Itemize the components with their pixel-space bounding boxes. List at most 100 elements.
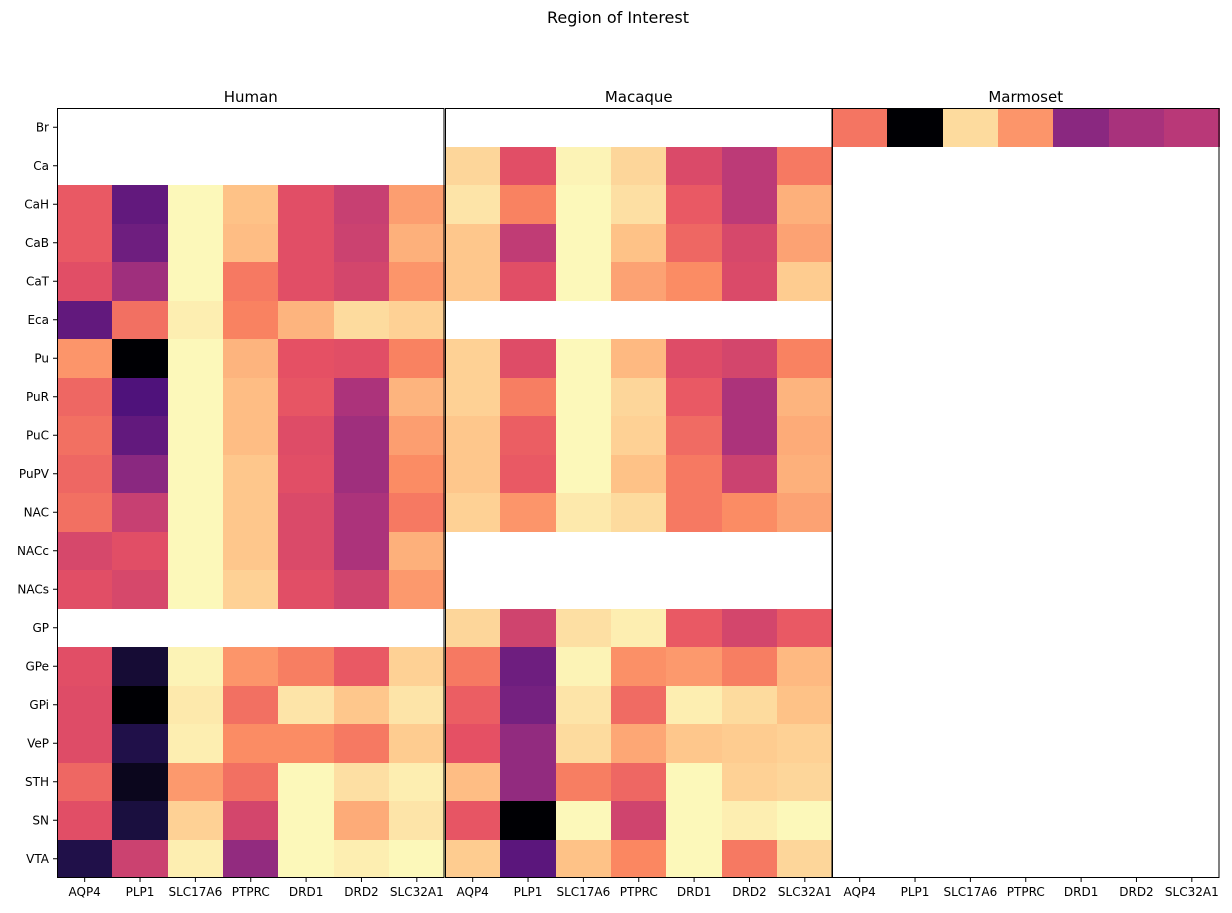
- cell-CaH-PTPRC: [611, 185, 666, 224]
- cell-VTA-PTPRC: [611, 840, 666, 878]
- cell-SN-DRD1: [278, 801, 334, 840]
- cell-CaB-AQP4: [57, 224, 112, 262]
- cell-Ca-PTPRC: [611, 147, 666, 185]
- cell-VTA-DRD1: [666, 840, 722, 878]
- cell-PuR-PLP1: [112, 378, 168, 416]
- cell-Eca-SLC32A1: [389, 301, 445, 339]
- cell-CaH-AQP4: [57, 185, 112, 224]
- cell-SN-AQP4: [445, 801, 500, 840]
- cell-GPi-AQP4: [445, 686, 500, 724]
- cell-PuR-DRD1: [278, 378, 334, 416]
- cell-PuC-DRD1: [278, 416, 334, 455]
- cell-CaB-AQP4: [445, 224, 500, 262]
- cell-GPi-PTPRC: [611, 686, 666, 724]
- cell-PuPV-PTPRC: [611, 455, 666, 493]
- cell-PuPV-DRD1: [666, 455, 722, 493]
- cell-CaT-PLP1: [112, 262, 168, 301]
- cell-NAC-PTPRC: [223, 493, 278, 532]
- cell-NACc-PLP1: [112, 532, 168, 570]
- cell-SN-SLC17A6: [556, 801, 611, 840]
- cell-PuR-PTPRC: [223, 378, 278, 416]
- cell-Pu-PTPRC: [223, 339, 278, 378]
- cell-NACs-SLC17A6: [168, 570, 223, 609]
- cell-CaT-DRD1: [666, 262, 722, 301]
- x-tick-label: SLC32A1: [1165, 885, 1219, 899]
- y-tick-label: PuPV: [19, 467, 50, 481]
- panel-title: Marmoset: [988, 88, 1063, 106]
- cell-Pu-PLP1: [500, 339, 556, 378]
- cell-CaT-DRD1: [278, 262, 334, 301]
- cell-STH-AQP4: [445, 763, 500, 801]
- cell-NAC-SLC32A1: [777, 493, 833, 532]
- cell-NAC-SLC32A1: [389, 493, 445, 532]
- cell-SN-PLP1: [112, 801, 168, 840]
- cell-SN-SLC32A1: [777, 801, 833, 840]
- cell-CaT-PTPRC: [223, 262, 278, 301]
- cell-CaB-PTPRC: [223, 224, 278, 262]
- cell-CaT-SLC17A6: [168, 262, 223, 301]
- cell-GPe-PLP1: [500, 647, 556, 686]
- cell-NACc-PTPRC: [223, 532, 278, 570]
- cell-CaH-SLC17A6: [168, 185, 223, 224]
- cell-NAC-PLP1: [500, 493, 556, 532]
- cell-PuR-PLP1: [500, 378, 556, 416]
- cell-NAC-DRD2: [334, 493, 389, 532]
- cell-Pu-DRD2: [334, 339, 389, 378]
- y-tick-label: GPi: [29, 698, 49, 712]
- cell-CaB-PLP1: [500, 224, 556, 262]
- cell-CaH-AQP4: [445, 185, 500, 224]
- cell-Br-DRD1: [1053, 108, 1109, 147]
- cell-PuC-DRD2: [722, 416, 777, 455]
- cell-NACs-DRD2: [334, 570, 389, 609]
- cell-Eca-DRD1: [278, 301, 334, 339]
- cell-PuC-PLP1: [112, 416, 168, 455]
- cell-PuC-SLC17A6: [168, 416, 223, 455]
- cell-GPe-PTPRC: [223, 647, 278, 686]
- figure-title: Region of Interest: [547, 8, 689, 27]
- cell-STH-PLP1: [112, 763, 168, 801]
- cell-Ca-PLP1: [500, 147, 556, 185]
- x-tick-label: DRD2: [732, 885, 766, 899]
- cell-NACc-SLC17A6: [168, 532, 223, 570]
- cell-CaB-SLC17A6: [168, 224, 223, 262]
- cell-NAC-PLP1: [112, 493, 168, 532]
- cell-Br-SLC17A6: [943, 108, 998, 147]
- cell-GPe-PTPRC: [611, 647, 666, 686]
- cell-VTA-DRD2: [722, 840, 777, 878]
- panel-frame: [57, 108, 445, 878]
- cell-STH-DRD2: [722, 763, 777, 801]
- cell-NAC-SLC17A6: [556, 493, 611, 532]
- cell-STH-SLC32A1: [389, 763, 445, 801]
- panel-title: Human: [224, 88, 278, 106]
- cell-Br-DRD2: [1109, 108, 1164, 147]
- cell-Ca-AQP4: [445, 147, 500, 185]
- cell-NAC-PTPRC: [611, 493, 666, 532]
- cell-Br-PTPRC: [998, 108, 1053, 147]
- cell-Eca-DRD2: [334, 301, 389, 339]
- cell-VTA-SLC32A1: [389, 840, 445, 878]
- cell-CaB-PTPRC: [611, 224, 666, 262]
- cell-CaB-SLC32A1: [389, 224, 445, 262]
- cell-GPe-DRD2: [722, 647, 777, 686]
- cell-NACc-DRD2: [334, 532, 389, 570]
- panel-frame: [832, 108, 1220, 878]
- y-tick-label: Ca: [33, 159, 49, 173]
- x-tick-label: SLC17A6: [556, 885, 610, 899]
- cell-NACc-DRD1: [278, 532, 334, 570]
- cell-NACs-AQP4: [57, 570, 112, 609]
- y-tick-label: SN: [32, 813, 49, 827]
- cell-PuPV-SLC32A1: [777, 455, 833, 493]
- cell-Pu-SLC17A6: [168, 339, 223, 378]
- cell-VTA-SLC32A1: [777, 840, 833, 878]
- cell-VeP-DRD2: [722, 724, 777, 763]
- cell-SN-DRD2: [334, 801, 389, 840]
- y-tick-label: Pu: [34, 351, 49, 365]
- y-tick-label: PuR: [26, 390, 49, 404]
- x-tick-label: PLP1: [126, 885, 155, 899]
- y-tick-label: GPe: [26, 659, 50, 673]
- cell-PuC-DRD1: [666, 416, 722, 455]
- x-tick-label: AQP4: [69, 885, 101, 899]
- cell-VTA-DRD2: [334, 840, 389, 878]
- cell-CaT-PTPRC: [611, 262, 666, 301]
